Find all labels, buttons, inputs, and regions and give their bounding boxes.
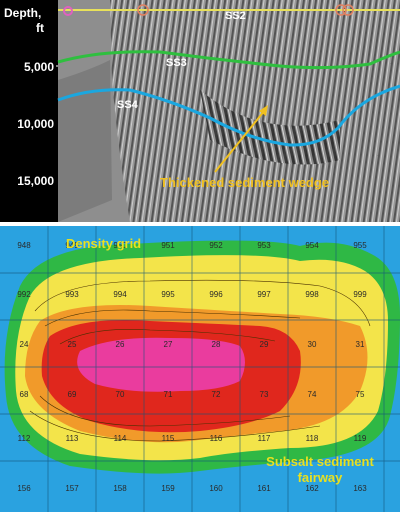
grid-cell-label: 26 [115,340,125,349]
grid-cell-label: 31 [355,340,365,349]
grid-cell-label: 115 [161,434,175,443]
grid-cell-label: 112 [17,434,31,443]
density-map-image [0,226,400,512]
grid-cell-label: 68 [19,390,29,399]
grid-cell-label: 71 [163,390,173,399]
grid-cell-label: 30 [307,340,317,349]
grid-cell-label: 950 [113,241,127,250]
depth-tick-10000: 10,000 [17,117,54,131]
grid-cell-label: 24 [19,340,29,349]
grid-cell-label: 158 [113,484,127,493]
horizon-ss3-line [57,50,400,70]
depth-axis-title-line2: ft [36,21,44,35]
grid-cell-label: 163 [353,484,367,493]
grid-cell-label: 159 [161,484,175,493]
horizon-ss2-label: SS2 [225,10,246,22]
grid-cell-label: 992 [17,290,31,299]
horizon-ss4-label: SS4 [117,99,138,111]
depth-axis-title: Depth, ft [4,6,44,36]
grid-cell-label: 73 [259,390,269,399]
grid-cell-label: 114 [113,434,127,443]
grid-cell-label: 28 [211,340,221,349]
grid-cell-label: 27 [163,340,173,349]
grid-cell-label: 118 [305,434,319,443]
fairway-label-line1: Subsalt sediment [266,454,374,469]
grid-cell-label: 113 [65,434,79,443]
grid-cell-label: 117 [257,434,271,443]
grid-cell-label: 951 [161,241,175,250]
grid-lines [0,226,400,512]
grid-cell-label: 25 [67,340,77,349]
grid-cell-label: 998 [305,290,319,299]
grid-cell-label: 116 [209,434,223,443]
density-grid-title: Density grid [66,236,142,251]
grid-cell-label: 995 [161,290,175,299]
grid-cell-label: 161 [257,484,271,493]
grid-cell-label: 993 [65,290,79,299]
grid-cell-label: 994 [113,290,127,299]
density-grid-panel: 948 949 950 951 952 953 954 955 992 993 994 995 996 9… [0,226,400,512]
grid-cell-label: 69 [67,390,77,399]
grid-cell-label: 162 [305,484,319,493]
depth-tick-15000: 15,000 [17,174,54,188]
grid-cell-label: 75 [355,390,365,399]
horizon-ss3-label: SS3 [166,57,187,69]
grid-cell-label: 953 [257,241,271,250]
seismic-section-image [56,0,400,222]
annotation-label: Thickened sediment wedge [160,175,330,190]
grid-cell-label: 72 [211,390,221,399]
grid-cell-label: 949 [65,241,79,250]
grid-cell-label: 999 [353,290,367,299]
grid-cell-label: 70 [115,390,125,399]
depth-tick-5000: 5,000 [23,60,54,74]
grid-cell-label: 29 [259,340,269,349]
grid-cell-label: 160 [209,484,223,493]
annotation-arrow [214,109,266,173]
grid-cell-label: 74 [307,390,317,399]
grid-cell-label: 955 [353,241,367,250]
depth-axis-title-line1: Depth, [4,6,42,20]
grid-cell-label: 997 [257,290,271,299]
grid-cell-label: 156 [17,484,31,493]
fairway-label: Subsalt sediment fairway [260,454,380,486]
grid-cell-label: 948 [17,241,31,250]
grid-cell-label: 952 [209,241,223,250]
panel-divider [0,222,400,226]
grid-cell-label: 119 [353,434,367,443]
horizon-ss4-line [57,84,400,147]
grid-cell-label: 954 [305,241,319,250]
fairway-label-line2: fairway [297,470,343,485]
grid-cell-label: 996 [209,290,223,299]
seismic-section-panel: Depth, ft 5,000 10,000 15,000 SS2 SS3 SS… [0,0,400,222]
grid-cell-label: 157 [65,484,79,493]
